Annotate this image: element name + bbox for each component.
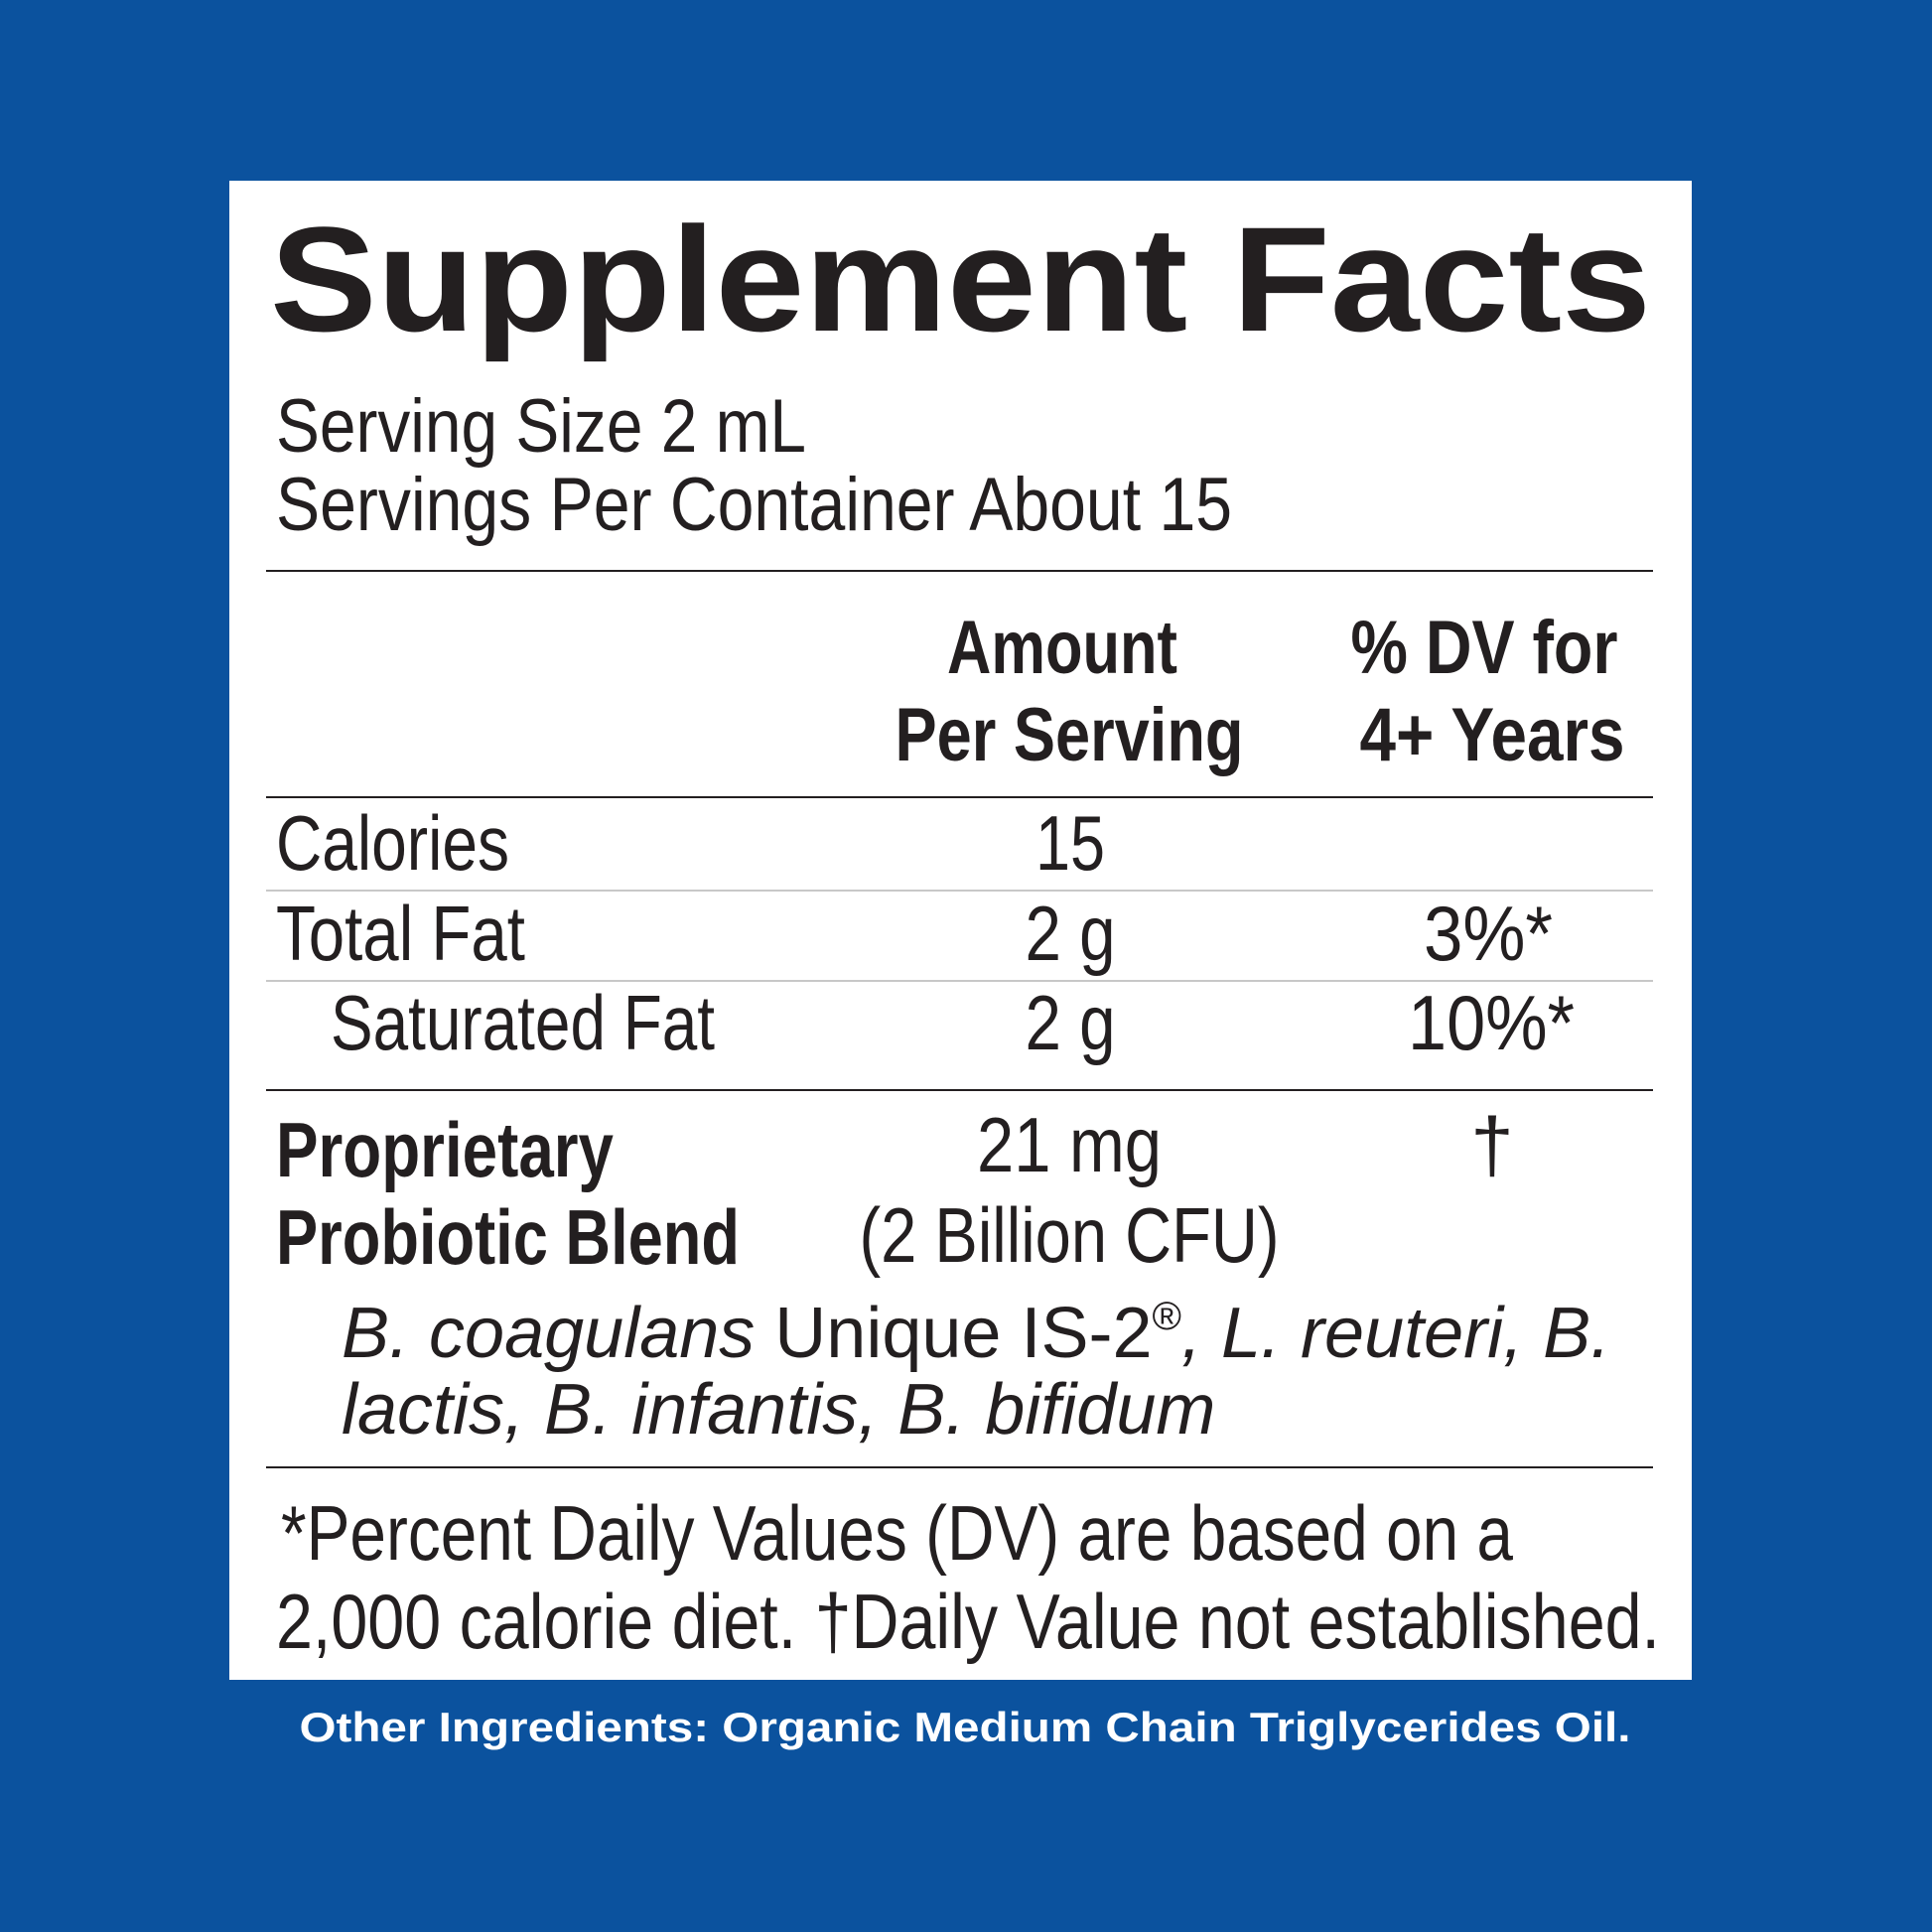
- footnote: *Percent Daily Values (DV) are based on …: [281, 1489, 1514, 1577]
- servings-per-container: Servings Per Container About 15: [276, 463, 1232, 547]
- serving-size: Serving Size 2 mL: [276, 384, 806, 469]
- title: Supplement Facts: [270, 196, 1651, 362]
- row-amount: 2 g: [1026, 979, 1116, 1066]
- blend-name: Probiotic Blend: [276, 1193, 740, 1281]
- blend-ingredients: B. coagulans Unique IS-2®, L. reuteri, B…: [342, 1296, 1672, 1449]
- blend-amount: (2 Billion CFU): [860, 1191, 1280, 1279]
- column-header: 4+ Years: [1360, 693, 1625, 777]
- column-header: Amount: [947, 606, 1177, 690]
- ingredient-segment: , L. reuteri, B. lactis, B. infantis, B.…: [342, 1294, 1611, 1449]
- row-name: Calories: [276, 799, 509, 887]
- ingredient-segment: B. coagulans: [342, 1294, 756, 1373]
- blend-amount: 21 mg: [977, 1101, 1162, 1188]
- row-amount: 2 g: [1026, 890, 1116, 977]
- row-name: Saturated Fat: [331, 979, 715, 1066]
- column-header: Per Serving: [896, 693, 1244, 777]
- row-dv: 10%*: [1408, 979, 1575, 1066]
- blend-dv: †: [1470, 1101, 1513, 1188]
- facts-panel: [229, 181, 1692, 1680]
- row-name: Total Fat: [276, 890, 525, 977]
- ingredient-segment: ®: [1152, 1295, 1181, 1338]
- column-header: % DV for: [1351, 606, 1618, 690]
- ingredient-segment: Unique IS-2: [755, 1294, 1153, 1373]
- other-ingredients: Other Ingredients: Organic Medium Chain …: [300, 1704, 1631, 1750]
- blend-name: Proprietary: [276, 1106, 614, 1193]
- footnote: 2,000 calorie diet. †Daily Value not est…: [276, 1578, 1660, 1665]
- row-dv: 3%*: [1424, 890, 1553, 977]
- row-amount: 15: [1035, 799, 1105, 887]
